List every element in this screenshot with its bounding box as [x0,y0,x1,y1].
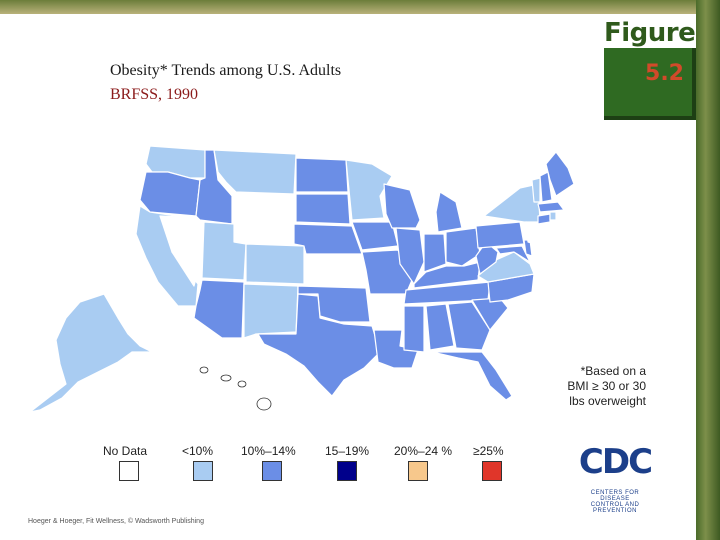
state-minnesota [345,159,393,221]
legend-swatch-5 [482,461,502,481]
legend-swatch-2 [262,461,282,481]
legend-label-0: No Data [103,444,148,458]
right-border [696,0,720,540]
cdc-logo-line2: CONTROL AND PREVENTION [590,502,640,514]
state-alabama [425,303,455,351]
state-nebraska [293,223,363,255]
state-maryland [495,245,531,263]
state-maine [545,151,575,197]
state-kansas [305,255,367,287]
state-colorado [245,243,305,285]
legend-label-5: ≥25% [473,444,504,458]
figure-label: Figure [604,18,696,48]
cdc-logo-letters: CDC [578,442,653,482]
legend-label-2: 10%–14% [241,444,296,458]
legend-label-1: <10% [182,444,214,458]
cdc-logo-line1: CENTERS FOR DISEASE [590,490,640,502]
state-new-jersey [525,221,537,245]
state-new-mexico [243,283,299,339]
state-hawaii [199,366,272,411]
state-pennsylvania [475,221,525,249]
state-michigan [435,191,463,233]
figure-number: 5.2 [645,61,684,86]
state-rhode-island [549,211,557,221]
state-new-york [483,183,541,223]
legend-swatch-3 [337,461,357,481]
state-connecticut [537,213,551,225]
state-indiana [423,233,447,273]
state-arkansas [369,295,405,329]
state-ohio [445,227,481,267]
state-arizona [193,279,245,339]
map-subtitle: BRFSS, 1990 [110,86,199,103]
state-montana [213,149,297,195]
state-louisiana [373,329,419,369]
state-wyoming [233,195,295,245]
legend-label-4: 20%–24 % [394,444,453,458]
top-border [0,0,720,14]
legend-swatch-0 [119,461,139,481]
state-idaho [195,149,233,225]
state-wisconsin [383,183,421,229]
state-illinois [395,227,425,285]
state-oregon [139,171,201,217]
state-alaska [29,293,153,413]
publisher-credit: Hoeger & Hoeger, Fit Wellness, © Wadswor… [28,518,204,525]
state-kentucky [413,261,481,289]
state-south-dakota [295,193,351,225]
figure-number-box: 5.2 [604,48,696,120]
map-title: Obesity* Trends among U.S. Adults [110,62,342,79]
legend-swatch-4 [408,461,428,481]
legend-label-3: 15–19% [325,444,370,458]
cdc-logo: CDC CENTERS FOR DISEASE CONTROL AND PREV… [576,440,654,524]
state-vermont [531,177,541,203]
state-nevada [159,215,201,287]
state-mississippi [403,305,425,353]
footnote: *Based on a BMI ≥ 30 or 30 lbs overweigh… [567,364,646,408]
state-new-hampshire [539,171,553,203]
state-georgia [447,301,491,351]
state-north-dakota [295,157,349,193]
state-texas [257,293,381,397]
state-massachusetts [537,201,565,213]
state-florida [431,351,513,401]
legend-swatch-1 [193,461,213,481]
